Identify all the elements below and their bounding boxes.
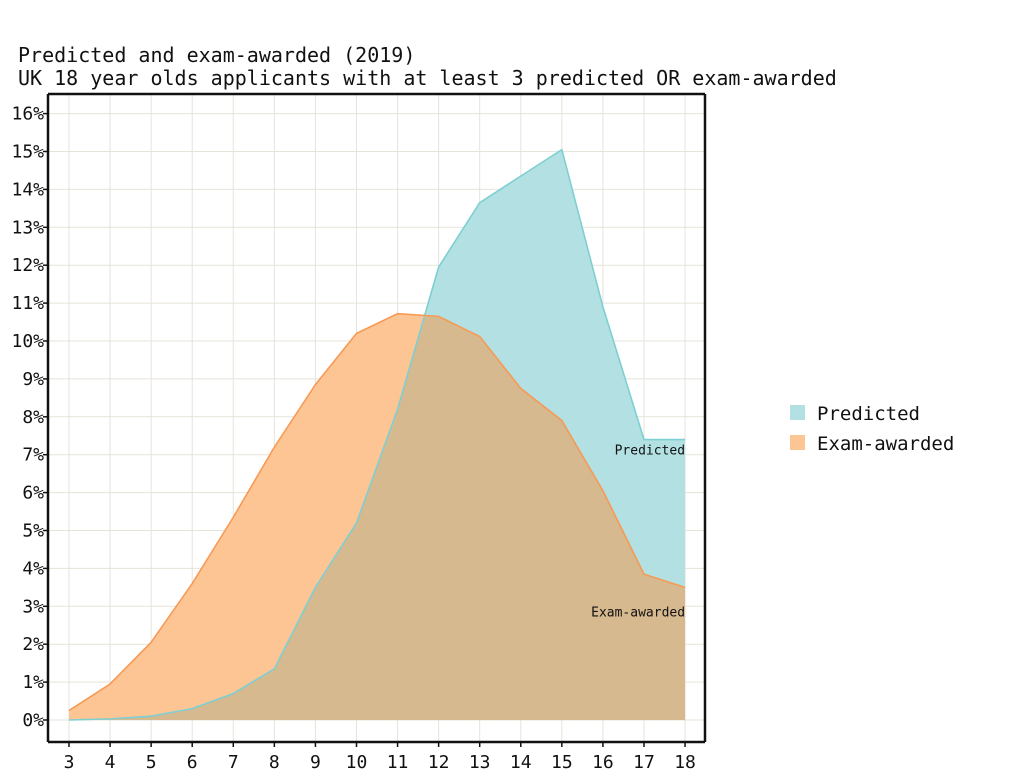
- axes: 0% 1% 2% 3% 4% 5% 6% 7% 8% 9% 10% 11% 12% 13% 14% 15% 16…: [11, 92, 707, 773]
- y-tick-label: 2%: [22, 634, 44, 655]
- x-tick-label: 13: [469, 752, 491, 773]
- predicted-end-label: Predicted: [615, 444, 685, 459]
- x-tick-label: 16: [592, 752, 614, 773]
- legend-label-predicted: Predicted: [817, 403, 920, 425]
- series-labels: Predicted Exam-awarded: [591, 444, 685, 621]
- x-tick-label: 10: [346, 752, 368, 773]
- x-tick-label: 6: [187, 752, 198, 773]
- y-tick-label: 0%: [22, 710, 44, 731]
- y-tick-label: 1%: [22, 672, 44, 693]
- y-tick-label: 9%: [22, 369, 44, 390]
- y-tick-label: 16%: [11, 104, 44, 125]
- y-tick-label: 11%: [11, 293, 44, 314]
- x-tick-label: 4: [105, 752, 116, 773]
- chart-subtitle: UK 18 year olds applicants with at least…: [18, 66, 837, 90]
- plot-areas: [68, 148, 686, 721]
- legend-label-exam-awarded: Exam-awarded: [817, 433, 954, 455]
- exam-awarded-line: [68, 312, 686, 712]
- x-tick-label: 9: [310, 752, 321, 773]
- y-tick-label: 6%: [22, 483, 44, 504]
- x-tick-label: 18: [674, 752, 696, 773]
- x-tick-label: 15: [551, 752, 573, 773]
- y-tick-label: 8%: [22, 407, 44, 428]
- x-tick-label: 5: [146, 752, 157, 773]
- y-tick-label: 15%: [11, 142, 44, 163]
- legend-swatch-predicted: [790, 405, 805, 420]
- y-tick-label: 10%: [11, 331, 44, 352]
- x-tick-label: 11: [387, 752, 409, 773]
- y-tick-label: 3%: [22, 596, 44, 617]
- predicted-line: [68, 148, 686, 721]
- legend-swatch-exam-awarded: [790, 435, 805, 450]
- y-tick-label: 4%: [22, 558, 44, 579]
- exam-awarded-end-label: Exam-awarded: [591, 605, 685, 620]
- x-tick-label: 7: [228, 752, 239, 773]
- x-tick-label: 8: [269, 752, 280, 773]
- x-tick-label: 3: [64, 752, 75, 773]
- y-tick-label: 12%: [11, 255, 44, 276]
- chart-title: Predicted and exam-awarded (2019): [18, 43, 415, 67]
- x-tick-label: 14: [510, 752, 532, 773]
- y-tick-label: 13%: [11, 217, 44, 238]
- x-tick-label: 12: [428, 752, 450, 773]
- y-tick-label: 7%: [22, 445, 44, 466]
- y-tick-label: 14%: [11, 179, 44, 200]
- legend: Predicted Exam-awarded: [790, 403, 954, 455]
- y-tick-label: 5%: [22, 521, 44, 542]
- x-tick-label: 17: [633, 752, 655, 773]
